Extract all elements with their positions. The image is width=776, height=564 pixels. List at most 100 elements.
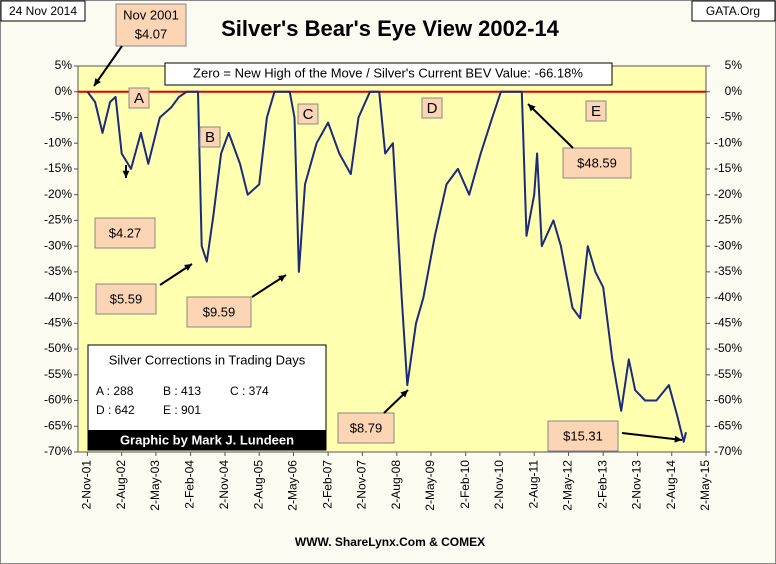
arrow-head [122,170,130,178]
y-tick-label: -20% [44,187,72,201]
source-tag: GATA.Org [706,4,760,18]
note-box [115,3,187,47]
x-tick-label: 2-Nov-10 [492,460,506,510]
y2-tick-label: -45% [714,316,742,330]
arrow-head [184,264,192,271]
x-tick-label: 2-Feb-07 [320,460,334,509]
x-tick-label: 2-Aug-14 [664,460,678,510]
y2-tick-label: -10% [714,135,742,149]
y-tick-label: -10% [44,135,72,149]
x-tick-label: 2-Feb-10 [458,460,472,509]
date-label: 24 Nov 2014 [9,4,77,18]
y-tick-label: -35% [44,264,72,278]
y2-tick-label: -55% [714,367,742,381]
correction: E : 901 [163,403,201,417]
x-tick-label: 2-May-06 [286,460,300,511]
y-tick-label: -30% [44,238,72,252]
y-tick-label: -65% [44,418,72,432]
y-tick-label: -45% [44,316,72,330]
x-tick-label: 2-May-03 [148,460,162,511]
arrow-head [94,78,101,86]
x-tick-label: 2-Aug-05 [251,460,265,510]
y2-tick-label: 5% [725,58,743,72]
letter: B [205,129,215,146]
y-tick-label: 0% [55,84,73,98]
y-tick-label: -70% [44,444,72,458]
note: $9.59 [203,304,236,319]
letter-box [585,100,607,122]
note: $15.31 [563,428,603,443]
letter-box [199,126,221,148]
y-tick-label: -40% [44,290,72,304]
y-tick-label: -55% [44,367,72,381]
y2-tick-label: -40% [714,290,742,304]
y2-tick-label: -60% [714,393,742,407]
info-text: Zero = New High of the Move / Silver's C… [193,65,583,80]
x-tick-label: 2-Aug-02 [114,460,128,510]
y-tick-label: -15% [44,161,72,175]
credit-bar [88,430,326,450]
note-box [337,412,395,444]
correction: C : 374 [230,384,269,398]
note-box [547,420,619,452]
y2-tick-label: -50% [714,341,742,355]
correction: A : 288 [96,384,134,398]
arrow [93,45,123,87]
x-tick-label: 2-Nov-07 [355,460,369,510]
note: $4.27 [109,225,142,240]
arrow-head [674,435,682,443]
arrow [527,103,574,149]
x-tick-label: 2-May-12 [561,460,575,511]
x-tick-label: 2-May-09 [423,460,437,511]
y2-tick-label: -35% [714,264,742,278]
x-tick-label: 2-Nov-13 [630,460,644,510]
arrow-head [278,275,286,282]
letter: E [591,103,601,120]
note: Nov 2001 [123,7,179,22]
arrow-head [400,390,408,398]
letter: D [427,100,438,117]
correction: B : 413 [163,384,201,398]
note: $5.59 [110,291,143,306]
x-tick-label: 2-Nov-04 [217,460,231,510]
y2-tick-label: -25% [714,213,742,227]
x-tick-label: 2-May-15 [698,460,712,511]
x-tick-label: 2-Aug-11 [526,460,540,509]
note: $8.79 [350,420,383,435]
x-tick-label: 2-Aug-08 [389,460,403,510]
info-box [164,62,613,86]
y2-tick-label: -70% [714,444,742,458]
note-box [186,296,252,328]
arrow [621,432,683,441]
letter: A [134,90,144,107]
note: $4.07 [135,26,168,41]
letter-box [297,103,319,125]
legend-title: Silver Corrections in Trading Days [109,352,306,367]
bev-line [86,90,687,443]
y2-tick-label: -30% [714,238,742,252]
letter-box [421,97,443,119]
y2-tick-label: -5% [721,110,743,124]
source-box [691,0,776,22]
x-tick-label: 2-Feb-13 [595,460,609,509]
note-box [562,147,632,179]
note-box [94,217,156,249]
y-tick-label: 5% [55,58,73,72]
note: $48.59 [577,155,617,170]
y2-tick-label: -20% [714,187,742,201]
y-tick-label: -5% [51,110,73,124]
y2-tick-label: -15% [714,161,742,175]
correction: D : 642 [96,403,135,417]
credit: Graphic by Mark J. Lundeen [120,432,294,447]
letter-box [128,87,150,109]
y-tick-label: -60% [44,393,72,407]
y2-tick-label: -65% [714,418,742,432]
y2-tick-label: 0% [725,84,743,98]
chart-title: Silver's Bear's Eye View 2002-14 [221,16,560,41]
arrow-head [528,104,536,112]
x-tick-label: 2-Nov-01 [80,460,94,510]
y-tick-label: -25% [44,213,72,227]
date-box [0,0,86,22]
y-tick-label: -50% [44,341,72,355]
